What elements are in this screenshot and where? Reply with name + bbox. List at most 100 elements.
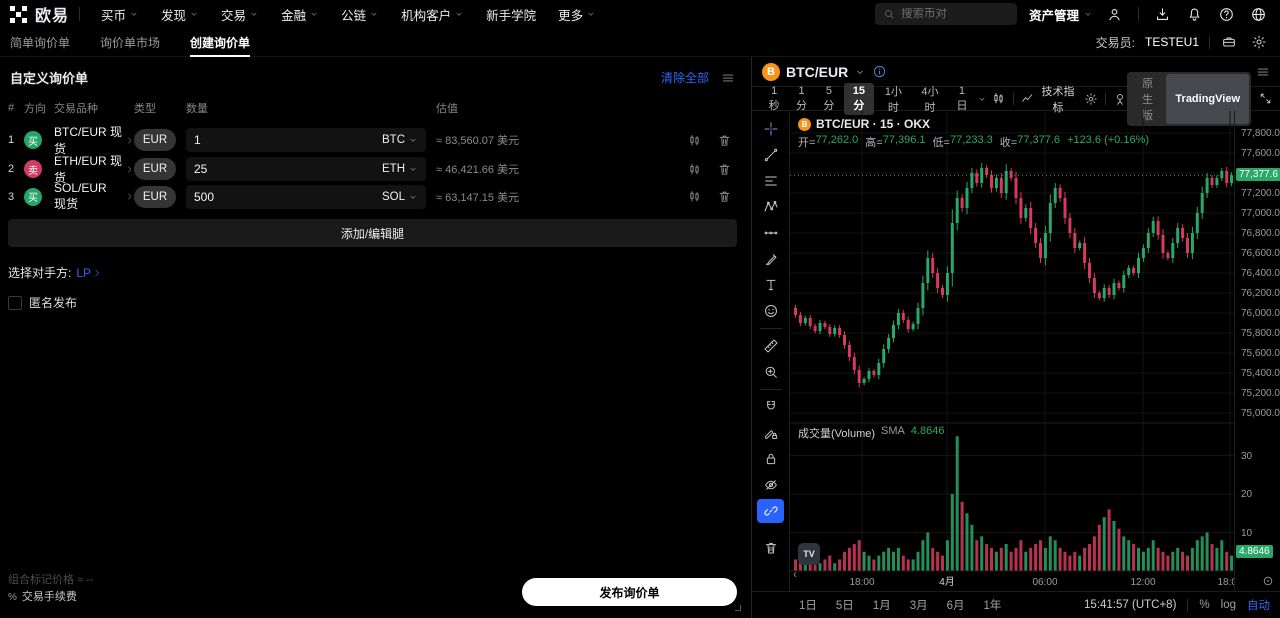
publish-rfq-button[interactable]: 发布询价单 <box>522 578 737 606</box>
delete-leg-button[interactable] <box>716 161 733 178</box>
gear-button[interactable] <box>1250 33 1268 51</box>
zoom-in-tool[interactable] <box>757 360 784 384</box>
unit-selector[interactable]: BTC <box>382 134 418 146</box>
anonymous-checkbox[interactable] <box>8 295 22 310</box>
view-chart-button[interactable] <box>686 132 703 149</box>
timeframe-5分[interactable]: 5分 <box>817 83 841 115</box>
unit-selector[interactable]: SOL <box>382 191 418 203</box>
native-mode-button[interactable]: 原生版 <box>1129 74 1167 124</box>
menu-icon[interactable] <box>721 71 735 85</box>
currency-pill[interactable]: EUR <box>134 158 176 180</box>
pair-selector[interactable]: ETH/EUR 现货 <box>54 152 134 186</box>
candle-style-button[interactable] <box>991 91 1006 106</box>
delete-leg-button[interactable] <box>716 188 733 205</box>
tab-简单询价单[interactable]: 简单询价单 <box>10 35 71 50</box>
assets-menu[interactable]: 资产管理 <box>1029 5 1093 24</box>
indicators-button[interactable]: 技术指标 <box>1021 83 1077 115</box>
add-leg-button[interactable]: 添加/编辑腿 <box>8 219 737 247</box>
nav-item-买币[interactable]: 买币 <box>90 0 150 28</box>
draw-lock-icon <box>763 425 779 441</box>
chart-settings-button[interactable] <box>1084 92 1098 106</box>
brush-tool[interactable] <box>757 247 784 271</box>
amount-input[interactable]: 500 SOL <box>186 184 426 209</box>
view-chart-button[interactable] <box>686 188 703 205</box>
timeframe-1秒[interactable]: 1秒 <box>762 83 786 115</box>
tradingview-mode-button[interactable]: TradingView <box>1166 73 1250 124</box>
percent-scale-button[interactable]: % <box>1199 599 1210 611</box>
bell-button[interactable] <box>1185 5 1204 24</box>
pattern-tool[interactable] <box>757 195 784 219</box>
chevron-down-icon[interactable] <box>977 94 987 104</box>
currency-pill[interactable]: EUR <box>134 129 176 151</box>
range-1年[interactable]: 1年 <box>977 595 1009 615</box>
auto-scale-button[interactable]: 自动 <box>1247 597 1270 613</box>
link-tool[interactable] <box>757 499 784 523</box>
nav-item-交易[interactable]: 交易 <box>210 0 270 28</box>
log-scale-button[interactable]: log <box>1220 599 1236 611</box>
trendline-tool[interactable] <box>757 143 784 167</box>
globe-button[interactable] <box>1249 5 1268 24</box>
fullscreen-button[interactable] <box>1259 92 1272 105</box>
info-icon[interactable] <box>872 64 887 79</box>
briefcase-button[interactable] <box>1220 33 1238 51</box>
menu-icon[interactable] <box>1256 65 1270 79</box>
pair-selector[interactable]: SOL/EUR 现货 <box>54 181 134 212</box>
nav-item-机构客户[interactable]: 机构客户 <box>390 0 475 28</box>
chart-plot[interactable]: B BTC/EUR · 15 · OKX 开= 77,262.0 高= 77,396… <box>790 111 1234 591</box>
timeframe-15分[interactable]: 15分 <box>844 82 874 115</box>
nav-item-新手学院[interactable]: 新手学院 <box>475 0 547 28</box>
okx-logo[interactable]: 欧易 <box>10 2 69 26</box>
timeframe-1分[interactable]: 1分 <box>789 83 813 115</box>
amount-input[interactable]: 1 BTC <box>186 128 426 152</box>
trash-icon <box>763 540 779 556</box>
realtime-target-button[interactable] <box>1261 574 1275 588</box>
unit-selector[interactable]: ETH <box>382 163 418 175</box>
timeframe-1小时[interactable]: 1小时 <box>877 81 911 117</box>
forecast-tool[interactable] <box>757 221 784 245</box>
screenshot-button[interactable] <box>1113 92 1127 106</box>
nav-item-更多[interactable]: 更多 <box>547 0 607 28</box>
lock-tool[interactable] <box>757 447 784 471</box>
download-button[interactable] <box>1153 5 1172 24</box>
chevron-down-icon <box>189 9 199 19</box>
nav-item-公链[interactable]: 公链 <box>330 0 390 28</box>
range-1日[interactable]: 1日 <box>792 595 824 615</box>
range-5日[interactable]: 5日 <box>829 595 861 615</box>
user-button[interactable] <box>1105 5 1124 24</box>
resize-handle[interactable] <box>735 605 741 611</box>
trash-icon <box>717 189 732 204</box>
text-tool[interactable] <box>757 273 784 297</box>
clear-all-button[interactable]: 清除全部 <box>660 71 709 85</box>
currency-pill[interactable]: EUR <box>134 185 176 208</box>
amount-input[interactable]: 25 ETH <box>186 157 426 181</box>
search-box[interactable] <box>874 3 1017 25</box>
delete-leg-button[interactable] <box>716 132 733 149</box>
fib-tool[interactable] <box>757 169 784 193</box>
range-1月[interactable]: 1月 <box>866 595 898 615</box>
hide-tool[interactable] <box>757 473 784 497</box>
ruler-tool[interactable] <box>757 334 784 358</box>
chevron-down-icon[interactable] <box>854 66 866 78</box>
nav-item-发现[interactable]: 发现 <box>150 0 210 28</box>
view-chart-button[interactable] <box>686 161 703 178</box>
range-6月[interactable]: 6月 <box>940 595 972 615</box>
emoji-tool[interactable] <box>757 299 784 323</box>
magnet-tool[interactable] <box>757 395 784 419</box>
crosshair-tool[interactable] <box>757 117 784 141</box>
trash-tool[interactable] <box>757 536 784 560</box>
range-3月[interactable]: 3月 <box>903 595 935 615</box>
pair-selector[interactable]: BTC/EUR 现货 <box>54 123 134 157</box>
divider <box>1187 598 1189 612</box>
draw-lock-tool[interactable] <box>757 421 784 445</box>
tradingview-logo[interactable]: TV <box>798 543 820 565</box>
timeframe-4小时[interactable]: 4小时 <box>913 81 947 117</box>
help-button[interactable] <box>1217 5 1236 24</box>
timeframe-1日[interactable]: 1日 <box>950 83 974 115</box>
price-axis[interactable]: 77,800.077,600.077,400.077,200.077,000.0… <box>1234 111 1280 591</box>
nav-item-金融[interactable]: 金融 <box>270 0 330 28</box>
tab-询价单市场[interactable]: 询价单市场 <box>100 35 161 50</box>
search-input[interactable] <box>900 8 1001 20</box>
counterparty-link[interactable]: LP <box>76 266 102 280</box>
scroll-left-icon[interactable]: ‹ <box>793 567 797 581</box>
tab-创建询价单[interactable]: 创建询价单 <box>190 28 251 57</box>
